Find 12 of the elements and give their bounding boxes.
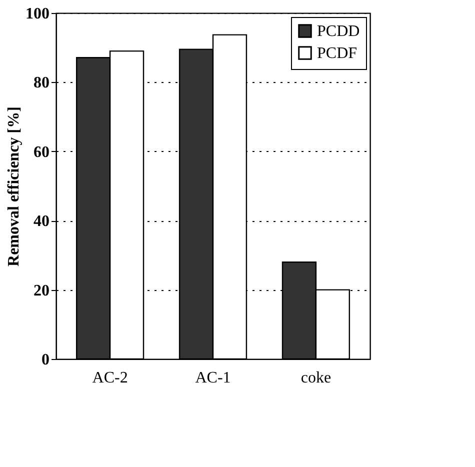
y-axis-title: Removal efficiency [%] xyxy=(6,106,22,266)
legend-label: PCDD xyxy=(317,23,360,40)
y-tick-label: 80 xyxy=(34,74,50,92)
y-tick-label: 20 xyxy=(34,282,50,300)
x-tick-label: AC-2 xyxy=(92,370,128,386)
legend-label: PCDF xyxy=(317,45,358,62)
y-tick-label: 0 xyxy=(42,352,50,368)
y-tick-label: 100 xyxy=(26,6,50,22)
x-tick-label: coke xyxy=(300,370,332,386)
y-tick-label: 40 xyxy=(34,213,50,230)
x-tick-label: AC-1 xyxy=(195,370,231,386)
y-tick-label: 60 xyxy=(34,144,50,161)
